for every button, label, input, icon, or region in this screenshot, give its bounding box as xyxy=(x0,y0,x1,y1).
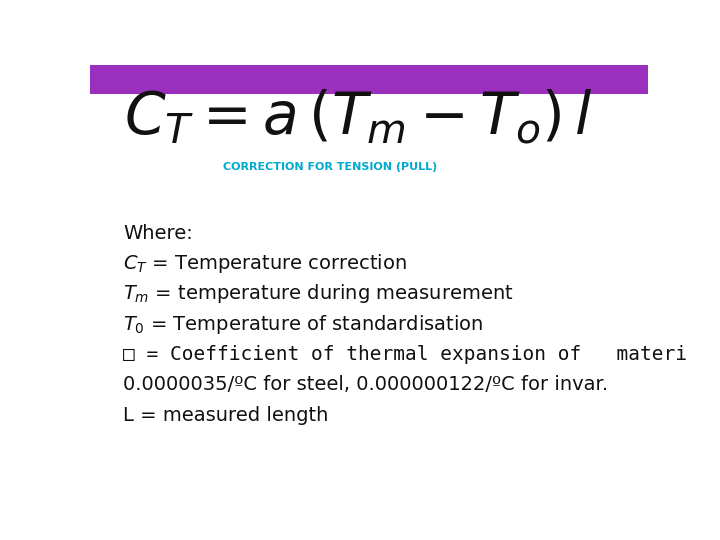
Text: $T_m$ = temperature during measurement: $T_m$ = temperature during measurement xyxy=(124,282,514,306)
Text: $\mathit{C}_{\mathit{T}} = \mathit{a}\,(\mathit{T}_{\mathit{m}} - \mathit{T}_{\m: $\mathit{C}_{\mathit{T}} = \mathit{a}\,(… xyxy=(124,87,592,146)
Text: L = measured length: L = measured length xyxy=(124,406,329,425)
Text: Where:: Where: xyxy=(124,224,193,242)
Text: $C_T$ = Temperature correction: $C_T$ = Temperature correction xyxy=(124,252,408,275)
Text: CORRECTION FOR TENSION (PULL): CORRECTION FOR TENSION (PULL) xyxy=(222,161,437,172)
FancyBboxPatch shape xyxy=(90,65,648,94)
Text: 0.0000035/ºC for steel, 0.000000122/ºC for invar.: 0.0000035/ºC for steel, 0.000000122/ºC f… xyxy=(124,375,608,394)
Text: □ = Coefficient of thermal expansion of   materi: □ = Coefficient of thermal expansion of … xyxy=(124,345,688,364)
Text: $T_0$ = Temperature of standardisation: $T_0$ = Temperature of standardisation xyxy=(124,313,484,336)
FancyBboxPatch shape xyxy=(121,90,620,431)
